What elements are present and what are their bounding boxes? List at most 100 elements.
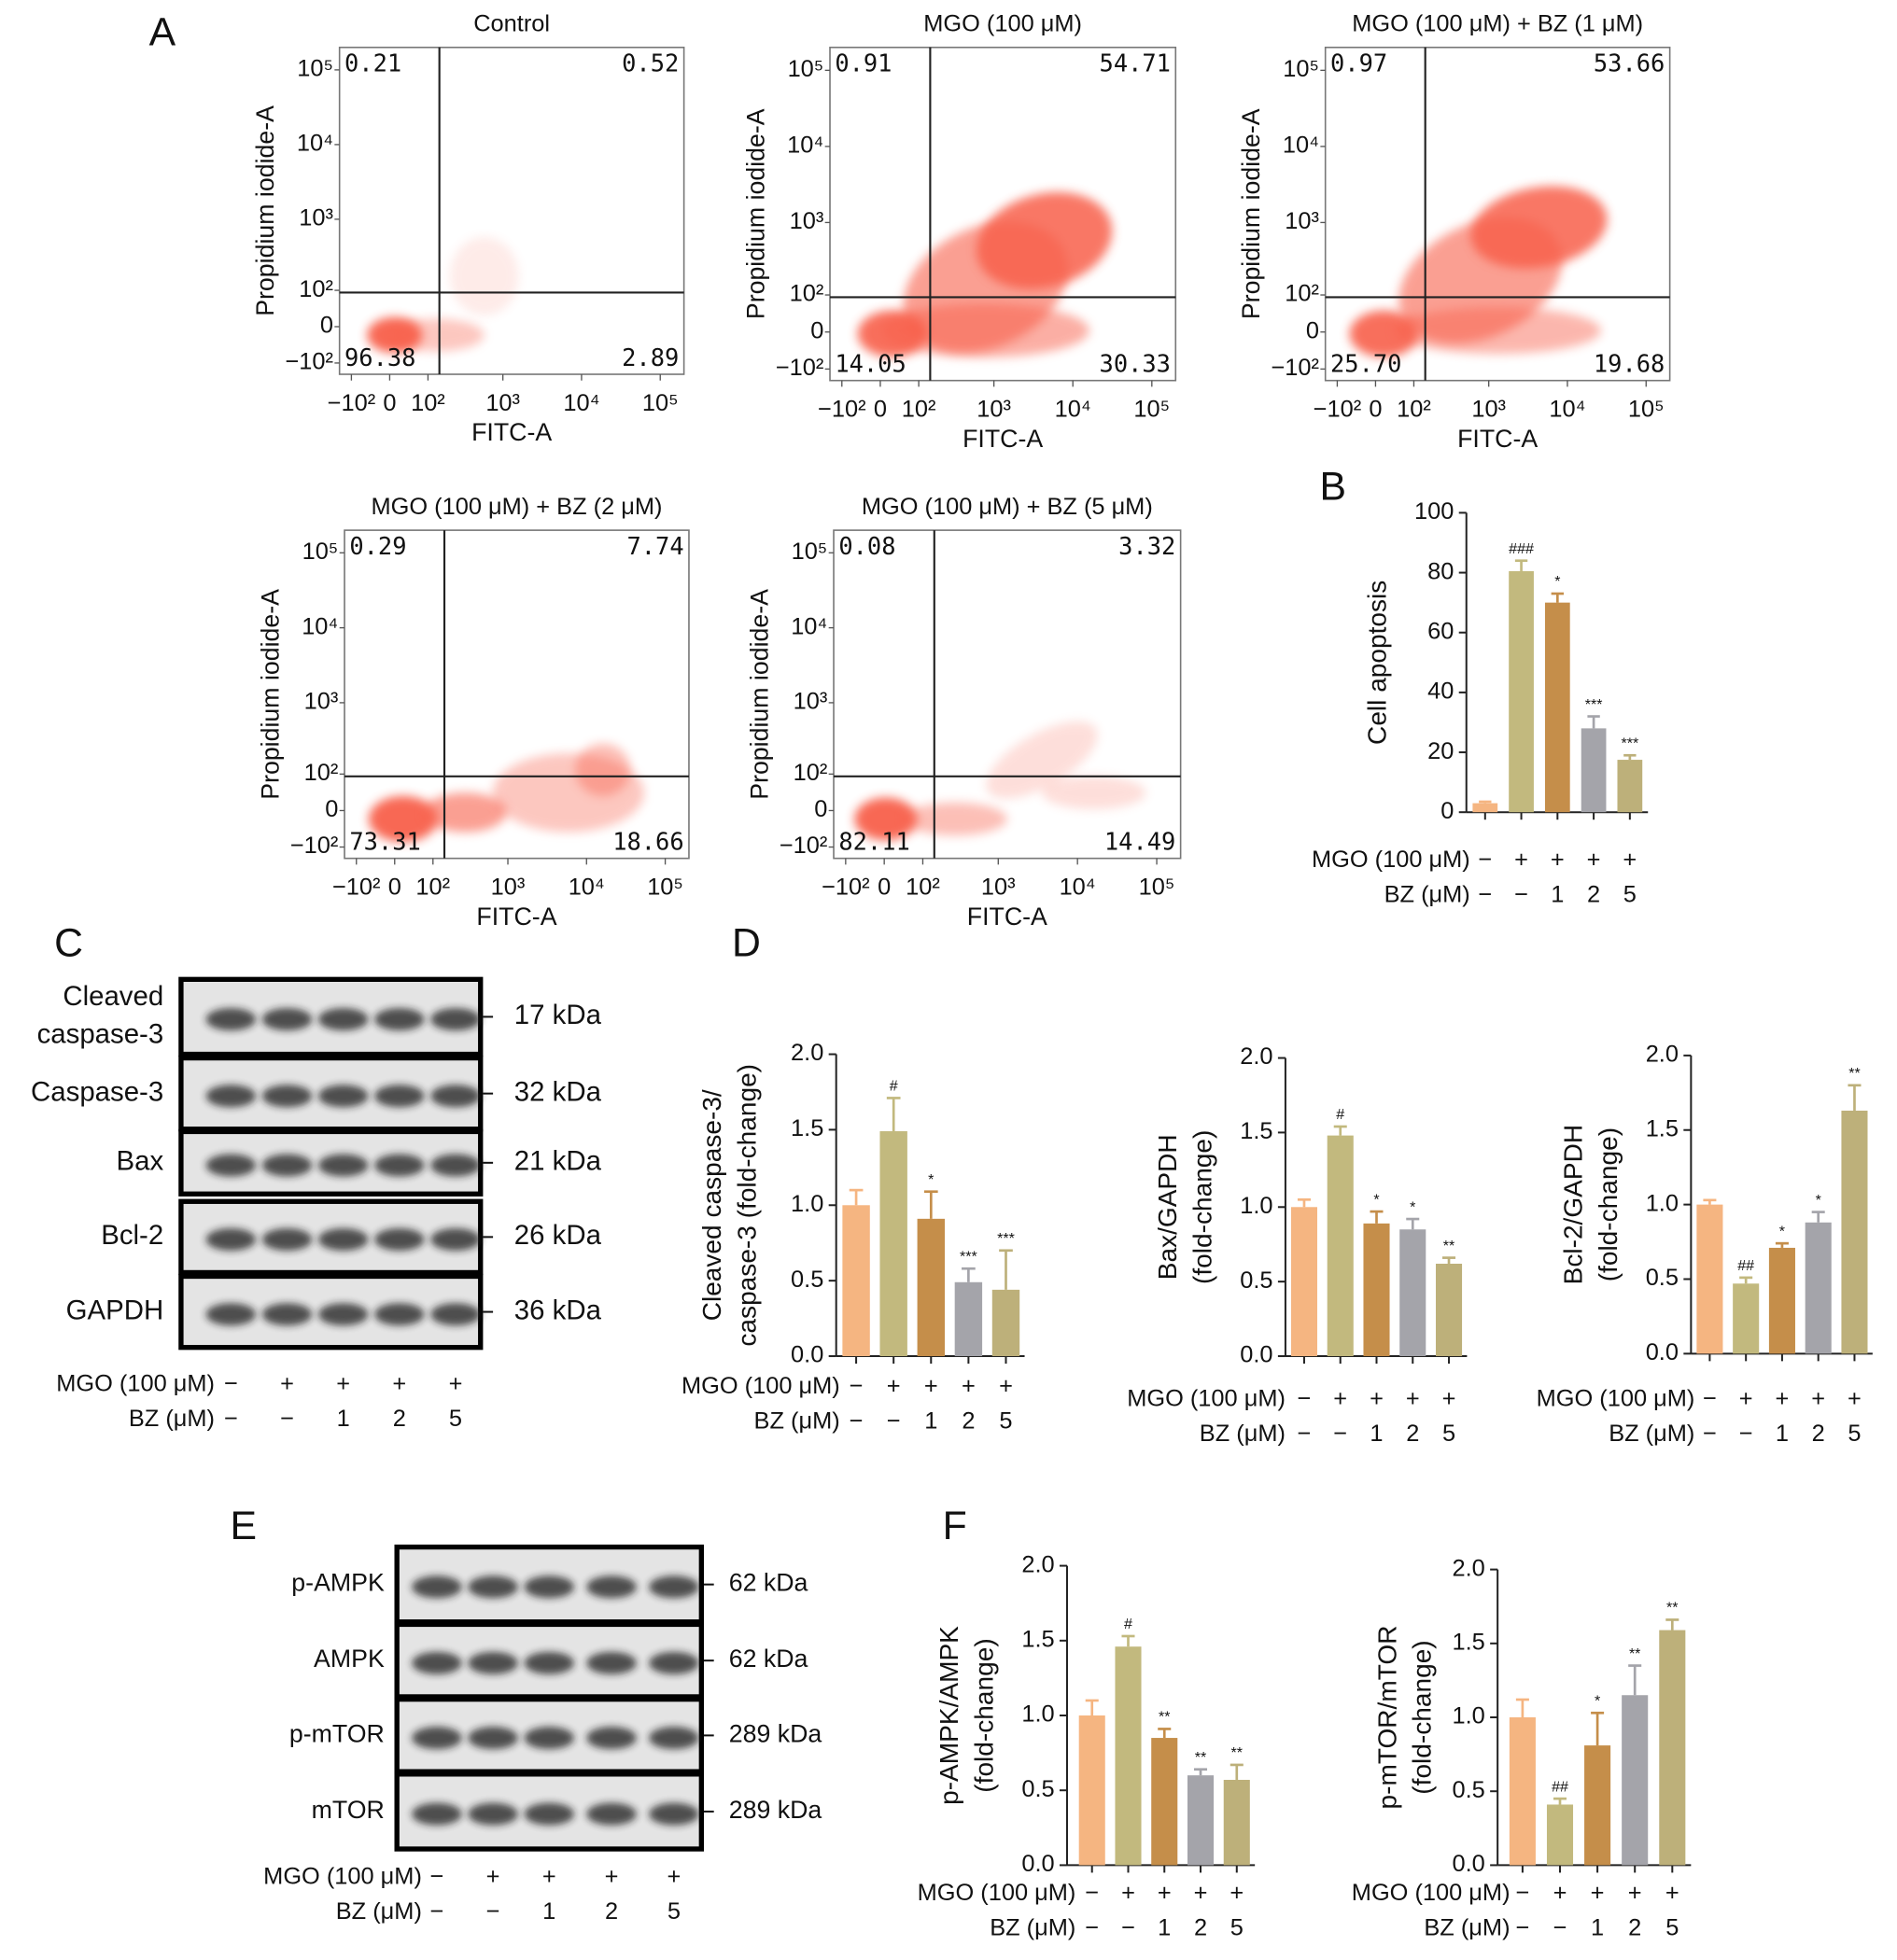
y-tick-label: 0.5 <box>1240 1267 1272 1294</box>
x-tick-label: 10⁴ <box>569 874 605 900</box>
condition-value: + <box>1333 1386 1347 1412</box>
y-tick-label: 0.5 <box>1021 1776 1054 1802</box>
condition-value: 5 <box>667 1898 681 1925</box>
bar <box>917 1218 945 1357</box>
condition-value: + <box>1551 847 1565 873</box>
condition-value: + <box>1811 1386 1825 1412</box>
quadrant-percentage: 14.05 <box>835 350 906 378</box>
x-tick-label: −10² <box>328 390 376 416</box>
y-tick-label: 10² <box>794 760 828 786</box>
quadrant-percentage: 14.49 <box>1104 828 1175 856</box>
bar <box>954 1281 983 1357</box>
condition-value: 1 <box>1158 1914 1171 1940</box>
significance-mark: * <box>928 1171 934 1188</box>
condition-value: + <box>924 1373 938 1399</box>
y-tick-label: 10⁴ <box>791 613 827 639</box>
condition-value: − <box>224 1370 238 1396</box>
y-tick-label: 10⁵ <box>297 56 333 82</box>
y-tick-label: 10² <box>299 276 333 302</box>
protein-band <box>468 1575 518 1599</box>
x-tick-label: 10³ <box>977 396 1011 422</box>
y-tick-label: 10³ <box>304 689 339 715</box>
protein-band <box>317 1085 369 1108</box>
protein-band <box>468 1802 518 1826</box>
condition-value: − <box>1703 1421 1717 1447</box>
quadrant-percentage: 25.70 <box>1330 350 1401 378</box>
protein-label: Bcl-2 <box>101 1220 163 1251</box>
y-tick-label: 2.0 <box>1021 1551 1054 1577</box>
significance-mark: ** <box>1159 1709 1170 1726</box>
condition-value: − <box>430 1863 444 1889</box>
significance-mark: # <box>890 1078 898 1095</box>
condition-value: + <box>1370 1386 1384 1412</box>
condition-value: + <box>999 1373 1013 1399</box>
protein-band <box>205 1008 257 1031</box>
protein-band <box>524 1802 574 1826</box>
y-tick-label: 1.5 <box>1240 1118 1272 1144</box>
y-tick-label: 0.5 <box>791 1267 823 1293</box>
x-tick-label: 10³ <box>491 874 526 900</box>
protein-band <box>412 1651 462 1674</box>
cell-cloud <box>976 191 1113 289</box>
significance-mark: # <box>1124 1616 1132 1632</box>
y-tick-label: −10² <box>780 833 828 859</box>
y-tick-label: 10⁴ <box>1283 133 1319 159</box>
y-axis-label: p-mTOR/mTOR <box>1372 1626 1401 1810</box>
condition-label: MGO (100 μM) <box>1127 1386 1286 1412</box>
condition-value: − <box>1298 1421 1312 1447</box>
molecular-weight: 26 kDa <box>514 1220 602 1251</box>
plot-title: Control <box>473 10 550 36</box>
cell-cloud <box>854 797 918 841</box>
x-tick-label: −10² <box>1314 396 1362 422</box>
bar <box>1622 1695 1649 1866</box>
protein-label: mTOR <box>312 1796 385 1824</box>
y-tick-label: 1.5 <box>791 1115 823 1141</box>
bar <box>1841 1110 1868 1354</box>
condition-value: + <box>1587 847 1601 873</box>
condition-value: − <box>1478 881 1492 907</box>
protein-band <box>524 1727 574 1750</box>
protein-label: Caspase-3 <box>31 1076 163 1107</box>
molecular-weight: 17 kDa <box>514 1000 602 1030</box>
condition-label: MGO (100 μM) <box>1312 847 1470 873</box>
y-tick-label: 0 <box>810 317 823 343</box>
y-tick-label: 0 <box>325 796 338 822</box>
quadrant-percentage: 2.89 <box>622 343 679 371</box>
x-tick-label: 10⁵ <box>642 390 679 416</box>
condition-value: + <box>1739 1386 1753 1412</box>
bar <box>1363 1223 1390 1357</box>
bar <box>1223 1779 1250 1866</box>
protein-band <box>205 1154 257 1177</box>
condition-value: − <box>1739 1421 1753 1447</box>
condition-value: 2 <box>1406 1421 1419 1447</box>
protein-band <box>261 1154 313 1177</box>
protein-band <box>468 1727 518 1750</box>
x-tick-label: 10² <box>411 390 445 416</box>
x-tick-label: −10² <box>332 874 381 900</box>
quadrant-percentage: 0.21 <box>344 49 401 77</box>
protein-band <box>524 1651 574 1674</box>
x-tick-label: 10² <box>902 396 936 422</box>
x-tick-label: 10² <box>906 874 940 900</box>
condition-value: + <box>486 1863 500 1889</box>
condition-value: − <box>1333 1421 1347 1447</box>
condition-value: − <box>1298 1386 1312 1412</box>
y-axis-label: Propidium iodide-A <box>257 589 285 800</box>
panel-label: D <box>732 921 761 966</box>
cell-cloud <box>903 802 1007 836</box>
y-tick-label: 0 <box>1306 317 1319 343</box>
protein-label: p-AMPK <box>291 1569 385 1597</box>
y-tick-label: 60 <box>1427 618 1454 644</box>
protein-band <box>586 1651 637 1674</box>
protein-band <box>261 1008 313 1031</box>
condition-label: BZ (μM) <box>754 1408 840 1435</box>
significance-mark: * <box>1373 1191 1379 1208</box>
y-tick-label: 10⁴ <box>302 613 338 639</box>
y-tick-label: 40 <box>1427 679 1454 705</box>
significance-mark: *** <box>960 1248 977 1265</box>
bar <box>1399 1229 1426 1357</box>
x-tick-label: 10⁴ <box>563 390 599 416</box>
condition-value: − <box>1514 881 1528 907</box>
condition-value: − <box>280 1406 294 1432</box>
x-tick-label: 10² <box>415 874 450 900</box>
